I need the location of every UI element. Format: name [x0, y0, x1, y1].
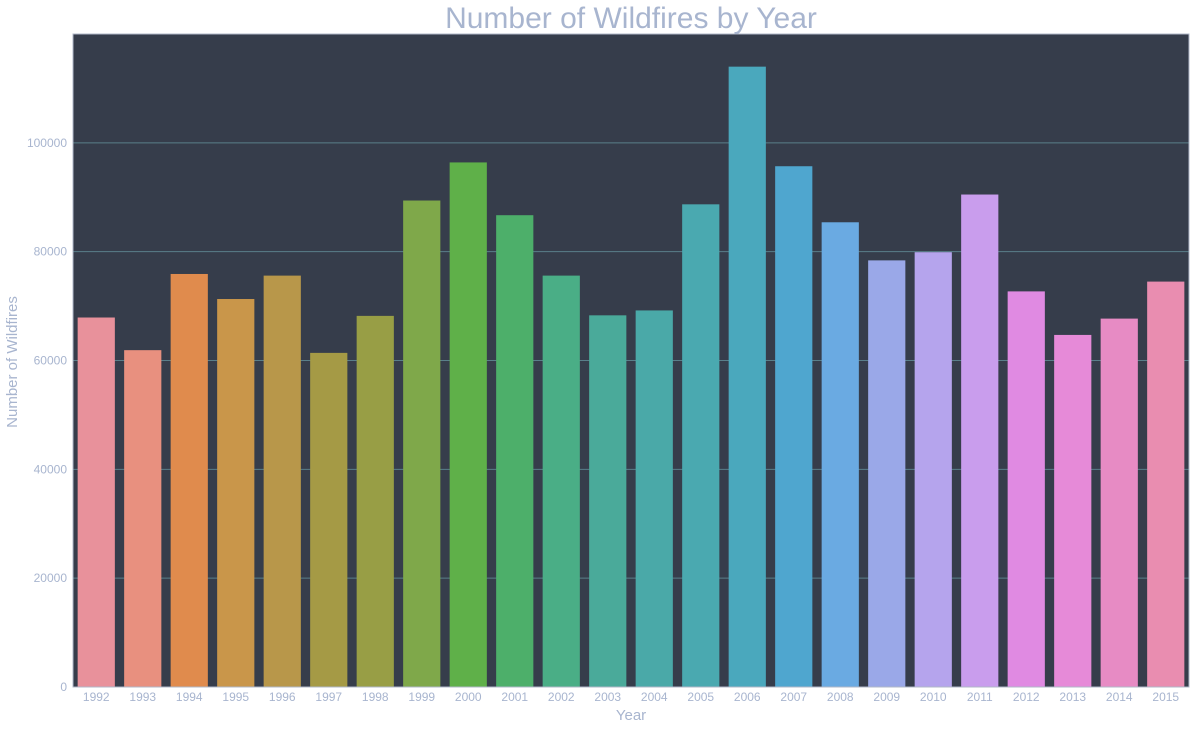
- bar-2010: [914, 252, 952, 688]
- bar-2001: [496, 215, 534, 687]
- bars: [77, 66, 1185, 688]
- x-tick-label: 2011: [967, 690, 993, 704]
- bar-2012: [1007, 291, 1045, 687]
- x-tick-label: 2000: [455, 690, 482, 704]
- x-tick-label: 2013: [1059, 690, 1086, 704]
- x-tick-label: 2008: [827, 690, 854, 704]
- y-axis-label: Number of Wildfires: [4, 296, 21, 428]
- bar-2015: [1147, 281, 1185, 687]
- bar-1995: [217, 299, 255, 687]
- x-tick-label: 1995: [222, 690, 249, 704]
- x-tick-label: 2010: [920, 690, 947, 704]
- x-tick-label: 1998: [362, 690, 389, 704]
- x-tick-label: 1999: [408, 690, 435, 704]
- y-tick-label: 60000: [34, 354, 68, 368]
- bar-2011: [961, 194, 999, 687]
- bar-1994: [170, 273, 208, 687]
- x-tick-label: 2003: [594, 690, 621, 704]
- x-tick-label: 1997: [315, 690, 342, 704]
- x-axis-label: Year: [616, 707, 646, 724]
- y-tick-labels: 0 20000 40000 60000 80000 100000: [27, 136, 67, 694]
- y-tick-label: 80000: [34, 245, 68, 259]
- bar-2008: [821, 222, 859, 687]
- bar-1996: [263, 275, 301, 687]
- x-tick-label: 2002: [548, 690, 575, 704]
- bar-1993: [124, 350, 162, 687]
- y-tick-label: 40000: [34, 462, 68, 476]
- x-tick-label: 2014: [1106, 690, 1133, 704]
- bar-1997: [310, 352, 348, 687]
- x-tick-label: 2009: [873, 690, 900, 704]
- bar-2006: [728, 66, 766, 687]
- x-tick-label: 2015: [1152, 690, 1179, 704]
- x-tick-label: 1993: [129, 690, 156, 704]
- bar-2002: [542, 275, 580, 687]
- x-tick-label: 2007: [780, 690, 807, 704]
- bar-2013: [1054, 334, 1092, 687]
- x-tick-label: 1994: [176, 690, 203, 704]
- bar-2003: [589, 315, 627, 687]
- bar-2007: [775, 166, 813, 688]
- y-tick-label: 0: [60, 680, 67, 694]
- y-tick-label: 20000: [34, 571, 68, 585]
- bar-2005: [682, 204, 720, 688]
- x-tick-label: 1996: [269, 690, 296, 704]
- bar-2014: [1100, 318, 1138, 687]
- grid-lines: [73, 142, 1189, 579]
- x-tick-label: 2001: [501, 690, 528, 704]
- x-tick-label: 1992: [83, 690, 110, 704]
- bar-2000: [449, 162, 487, 687]
- y-tick-label: 100000: [27, 136, 67, 150]
- bar-1992: [77, 317, 115, 687]
- chart-title: Number of Wildfires by Year: [445, 2, 817, 35]
- bar-1999: [403, 200, 441, 687]
- bar-1998: [356, 315, 394, 687]
- x-tick-label: 2012: [1013, 690, 1040, 704]
- x-tick-label: 2006: [734, 690, 761, 704]
- plot-frame: [72, 33, 1190, 688]
- x-tick-label: 2005: [687, 690, 714, 704]
- x-tick-labels: 1992 1993 1994 1995 1996 1997 1998 1999 2000 2001…: [83, 690, 1180, 704]
- x-tick-label: 2004: [641, 690, 668, 704]
- bar-2004: [635, 310, 673, 687]
- bar-2009: [868, 260, 906, 687]
